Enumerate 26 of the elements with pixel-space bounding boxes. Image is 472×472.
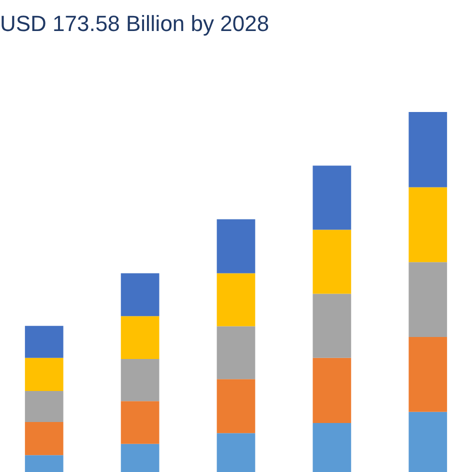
bar (408, 112, 448, 188)
bar (216, 219, 256, 274)
bar (216, 433, 256, 472)
bar (24, 455, 64, 472)
bar (408, 412, 448, 472)
bar (312, 358, 352, 424)
bar (24, 326, 64, 358)
bar (120, 316, 160, 359)
bar (216, 379, 256, 434)
bar (24, 422, 64, 456)
bar (312, 294, 352, 358)
bar (120, 444, 160, 472)
chart-title: USD 173.58 Billion by 2028 (0, 11, 270, 36)
bar (216, 273, 256, 326)
bar (120, 273, 160, 316)
bar (312, 230, 352, 294)
bar (24, 358, 64, 391)
bar (408, 187, 448, 262)
bar (312, 166, 352, 230)
bar (120, 358, 160, 402)
bar (312, 423, 352, 472)
bar (120, 401, 160, 444)
bar (408, 337, 448, 412)
bar (24, 391, 64, 422)
bar (216, 326, 256, 380)
bar (408, 262, 448, 337)
